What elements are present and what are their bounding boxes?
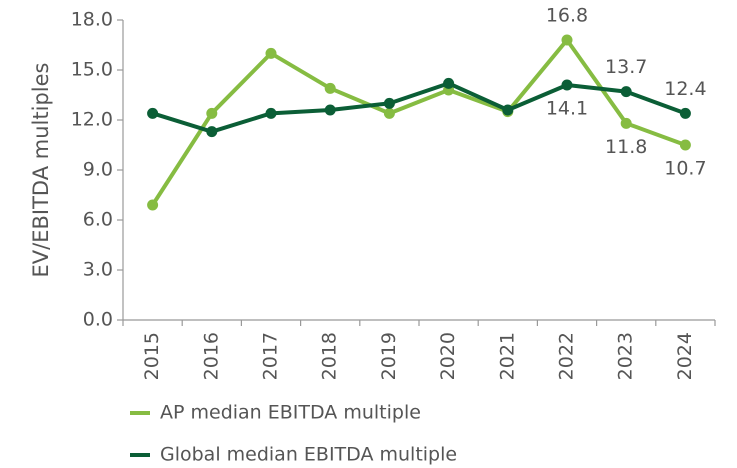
point (383, 107, 395, 119)
legend-label: AP median EBITDA multiple (160, 402, 421, 424)
y-tick-label: 18.0 (71, 9, 113, 31)
data-label: 12.4 (664, 78, 706, 100)
point (265, 107, 277, 119)
point (561, 79, 573, 91)
y-tick-label: 15.0 (71, 59, 113, 81)
y-axis-label: EV/EBITDA multiples (29, 63, 53, 278)
point (206, 107, 218, 119)
x-tick-label: 2015 (141, 332, 163, 380)
x-tick-label: 2016 (200, 332, 222, 380)
x-tick-label: 2022 (556, 332, 578, 380)
x-tick-label: 2018 (319, 332, 341, 380)
point (561, 34, 573, 46)
y-tick-label: 6.0 (83, 209, 113, 231)
point (679, 107, 691, 119)
x-tick-label: 2020 (437, 332, 459, 380)
data-label: 11.8 (605, 136, 647, 158)
point (324, 104, 336, 116)
point (443, 77, 455, 89)
point (502, 104, 514, 116)
y-tick-label: 12.0 (71, 109, 113, 131)
series-line (150, 38, 687, 207)
series-line (152, 81, 687, 134)
data-label: 14.1 (546, 98, 588, 120)
point (324, 82, 336, 94)
point (383, 97, 395, 109)
data-label: 13.7 (605, 56, 647, 78)
x-tick-label: 2021 (496, 332, 518, 380)
point (265, 47, 277, 59)
point (620, 117, 632, 129)
data-label: 10.7 (664, 158, 706, 180)
point (206, 126, 218, 138)
x-tick-label: 2019 (378, 332, 400, 380)
point (679, 139, 691, 151)
point (147, 107, 159, 119)
y-tick-label: 0.0 (83, 309, 113, 331)
x-tick-label: 2024 (674, 332, 696, 380)
y-tick-label: 9.0 (83, 159, 113, 181)
legend-label: Global median EBITDA multiple (160, 444, 457, 466)
y-tick-label: 3.0 (83, 259, 113, 281)
point (620, 86, 632, 98)
point (147, 199, 159, 211)
data-label: 16.8 (546, 5, 588, 27)
x-tick-label: 2017 (260, 332, 282, 380)
x-tick-label: 2023 (615, 332, 637, 380)
